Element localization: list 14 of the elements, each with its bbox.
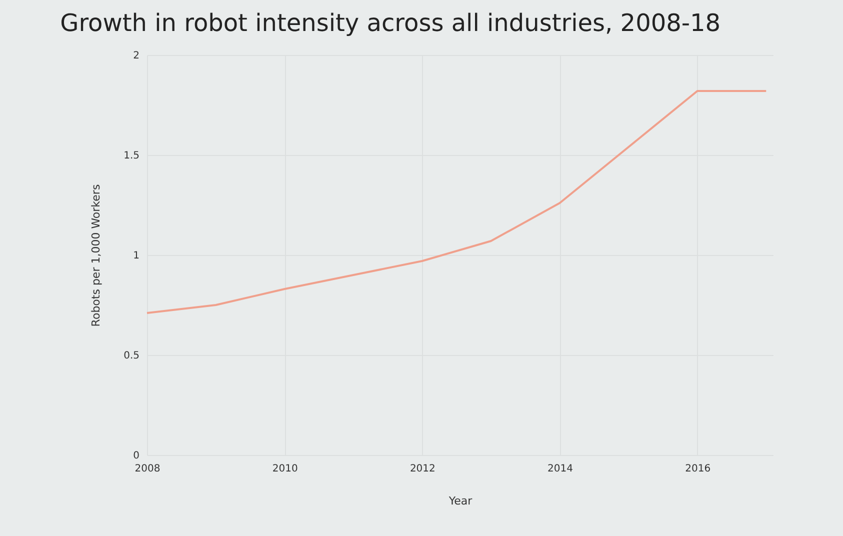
x-axis-title: Year bbox=[448, 494, 473, 508]
y-tick-label: 1.5 bbox=[124, 150, 140, 162]
y-tick-label: 0.5 bbox=[124, 350, 140, 362]
x-tick-label: 2012 bbox=[410, 464, 436, 474]
y-tick-label: 2 bbox=[133, 50, 140, 62]
x-tick-label: 2010 bbox=[272, 464, 298, 474]
y-tick-label: 0 bbox=[133, 450, 140, 462]
x-tick-label: 2014 bbox=[548, 464, 573, 474]
line-series bbox=[146, 90, 768, 314]
x-tick-label: 2008 bbox=[134, 464, 160, 474]
chart-title: Growth in robot intensity across all industries, 2008-18 bbox=[60, 9, 721, 37]
y-axis-title: Robots per 1,000 Workers bbox=[90, 184, 103, 327]
y-tick-label: 1 bbox=[133, 250, 140, 262]
x-tick-label: 2016 bbox=[685, 464, 711, 474]
